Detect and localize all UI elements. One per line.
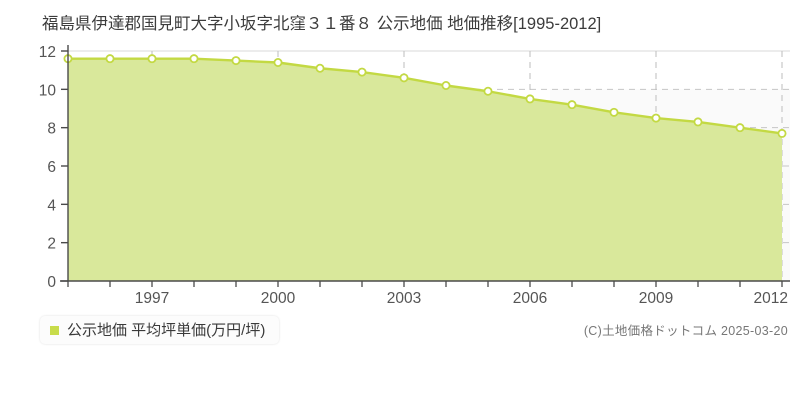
x-axis-tick-label: 2000 xyxy=(261,290,296,307)
data-point-marker[interactable] xyxy=(273,58,283,68)
y-axis-tick-label: 2 xyxy=(47,236,56,253)
legend-series-label: 公示地価 平均坪単価(万円/坪) xyxy=(67,321,266,339)
data-point-marker[interactable] xyxy=(777,128,787,138)
series-line xyxy=(66,57,784,135)
data-point-marker[interactable] xyxy=(483,86,493,96)
data-point-marker[interactable] xyxy=(231,56,241,66)
x-axis-tick-label: 2006 xyxy=(513,290,547,307)
chart-title: 福島県伊達郡国見町大字小坂字北窪３１番８ 公示地価 地価推移[1995-2012… xyxy=(42,15,602,33)
data-point-marker[interactable] xyxy=(105,54,115,64)
y-axis-tick-label: 8 xyxy=(47,121,56,138)
data-point-marker[interactable] xyxy=(399,73,409,83)
data-point-marker[interactable] xyxy=(525,94,535,104)
series-area-fill xyxy=(68,58,782,281)
y-axis-tick-label: 4 xyxy=(47,197,56,214)
data-point-marker[interactable] xyxy=(567,100,577,110)
y-axis-tick-label: 0 xyxy=(47,274,56,291)
x-axis-tick-label: 2009 xyxy=(639,290,673,307)
data-point-marker[interactable] xyxy=(609,107,619,117)
copyright-credit: (C)土地価格ドットコム 2025-03-20 xyxy=(583,324,788,338)
data-point-marker[interactable] xyxy=(147,54,157,64)
data-point-marker[interactable] xyxy=(189,54,199,64)
chart-legend[interactable]: 公示地価 平均坪単価(万円/坪) xyxy=(40,316,280,344)
data-point-marker[interactable] xyxy=(441,81,451,91)
x-axis-tick-label: 2003 xyxy=(387,290,421,307)
y-axis-tick-label: 6 xyxy=(47,159,56,176)
legend-color-swatch-icon xyxy=(50,325,59,335)
data-point-marker[interactable] xyxy=(651,113,661,123)
x-axis-tick-label: 1997 xyxy=(135,290,169,307)
y-axis-tick-label: 10 xyxy=(39,82,57,99)
data-point-marker[interactable] xyxy=(735,123,745,133)
data-point-marker[interactable] xyxy=(315,63,325,73)
x-axis-tick-label: 2012 xyxy=(754,290,788,307)
y-axis-tick-label: 12 xyxy=(39,44,56,61)
data-point-marker[interactable] xyxy=(693,117,703,127)
data-point-marker[interactable] xyxy=(357,67,367,77)
